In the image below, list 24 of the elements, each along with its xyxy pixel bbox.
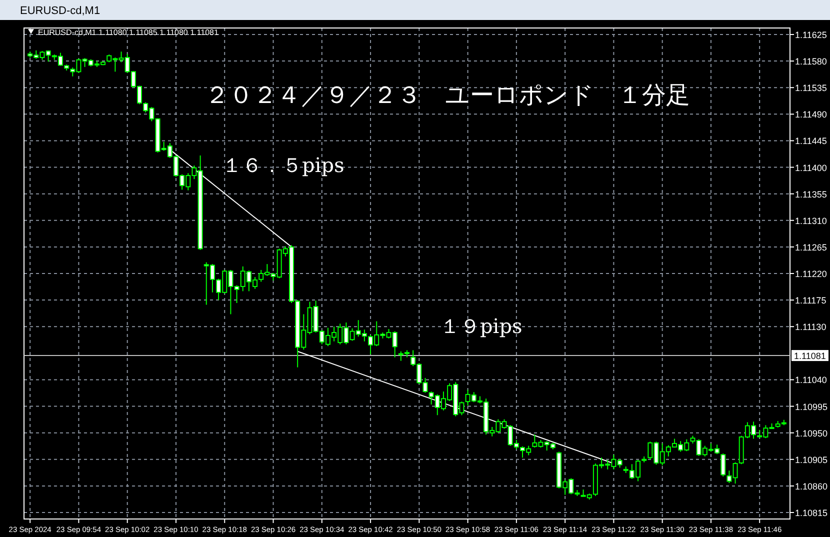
- y-tick-label: 1.11175: [795, 296, 826, 306]
- y-tick-label: 1.11445: [795, 136, 827, 146]
- y-tick-label: 1.10905: [795, 454, 828, 465]
- y-tick-label: 1.11130: [795, 322, 826, 332]
- y-tick-label: 1.10815: [795, 508, 828, 518]
- y-tick-label: 1.11220: [795, 269, 827, 279]
- ref-line-label: 1.11081: [794, 351, 826, 362]
- y-tick-label: 1.10860: [795, 481, 828, 492]
- y-tick-label: 1.11310: [795, 216, 827, 226]
- y-tick-label: 1.10995: [795, 402, 828, 412]
- annotation: ２０２４／９／２３ ユーロポンド １分足: [205, 81, 690, 109]
- y-tick-label: 1.11265: [795, 242, 827, 252]
- candlestick: [720, 452, 726, 478]
- chart-subtitle: EURUSD-cd,M1 1.11080 1.11085 1.11080 1.11081: [38, 28, 219, 37]
- y-tick-label: 1.11580: [795, 56, 827, 67]
- y-tick-label: 1.11535: [795, 83, 827, 94]
- annotation: １９pips: [440, 314, 522, 338]
- y-tick-label: 1.10950: [795, 428, 828, 438]
- chart-title: EURUSD-cd,M1: [20, 5, 100, 17]
- y-tick-label: 1.11040: [795, 375, 827, 386]
- y-tick-label: 1.11355: [795, 189, 827, 200]
- y-tick-label: 1.11400: [795, 162, 827, 173]
- y-tick-label: 1.11625: [795, 30, 827, 40]
- y-tick-label: 1.11490: [795, 110, 827, 120]
